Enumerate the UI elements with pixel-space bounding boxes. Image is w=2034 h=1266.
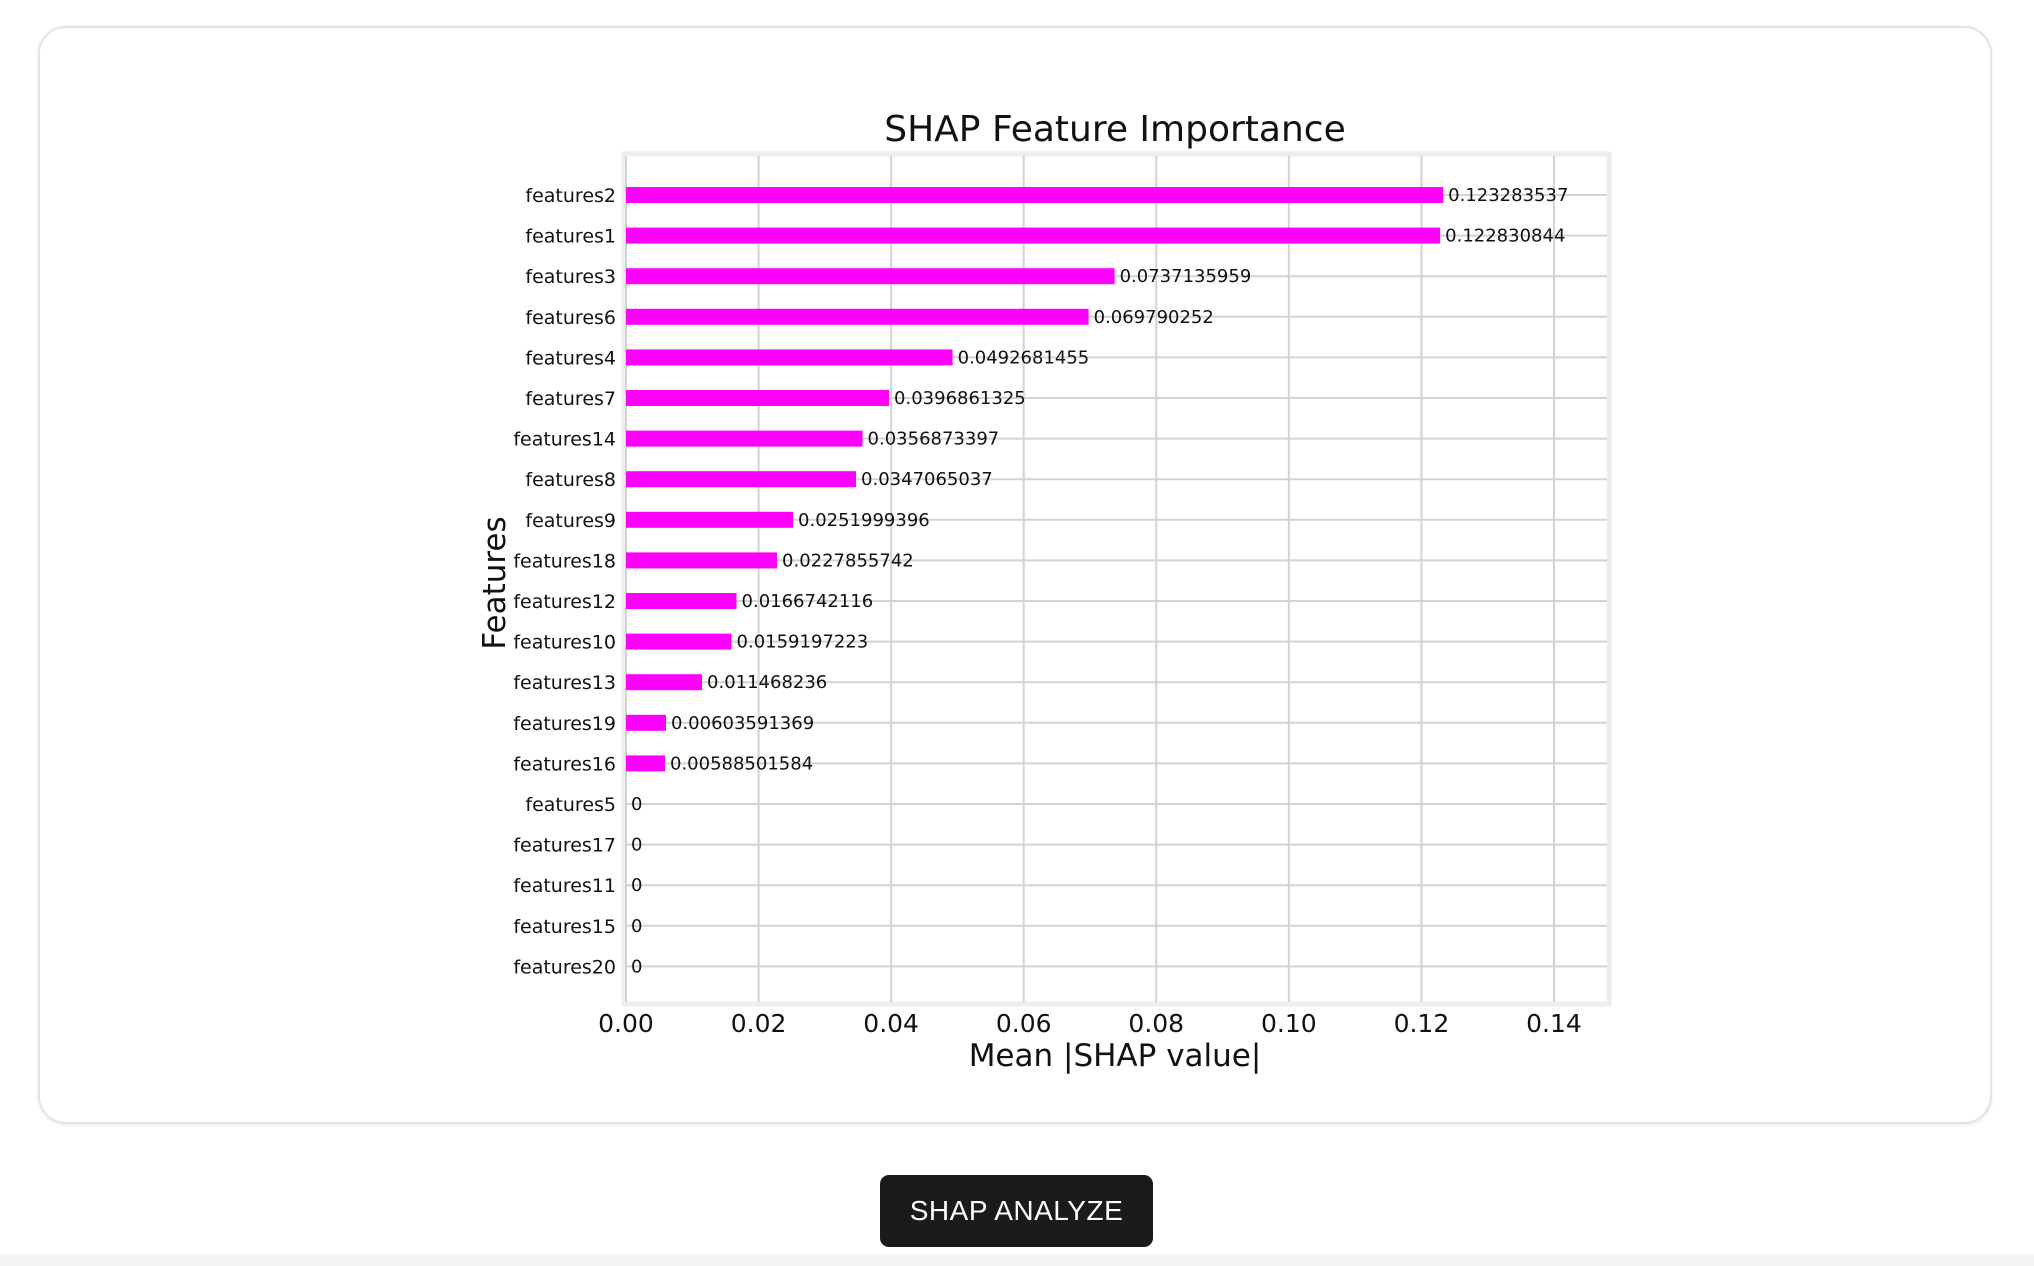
shap-analyze-button[interactable]: SHAP ANALYZE (880, 1175, 1153, 1247)
bar-features16 (626, 755, 666, 772)
category-label: features9 (525, 510, 616, 532)
bar-features4 (626, 349, 953, 366)
value-label: 0 (631, 916, 642, 937)
bar-features6 (626, 308, 1089, 325)
category-label: features10 (513, 632, 616, 654)
value-label: 0.123283537 (1448, 185, 1568, 206)
value-label: 0.0166742116 (742, 591, 874, 612)
chart-title: SHAP Feature Importance (884, 109, 1345, 150)
bar-features10 (626, 633, 732, 650)
plot-area (621, 151, 1612, 1007)
category-label: features16 (513, 753, 616, 775)
value-label: 0.0356873397 (868, 429, 1000, 450)
category-label: features18 (513, 550, 616, 572)
bar-features1 (626, 227, 1441, 244)
x-tick-label: 0.02 (731, 1009, 787, 1038)
y-axis-label: Features (477, 516, 513, 649)
category-label: features15 (513, 916, 616, 938)
value-label: 0.0227855742 (782, 550, 914, 571)
x-tick-label: 0.08 (1128, 1009, 1184, 1038)
bar-features7 (626, 390, 890, 406)
bar-features13 (626, 674, 703, 691)
value-label: 0.122830844 (1445, 226, 1565, 247)
category-label: features19 (513, 713, 616, 735)
bar-features19 (626, 714, 667, 731)
bar-features2 (626, 187, 1444, 203)
x-tick-label: 0.10 (1261, 1009, 1317, 1038)
x-tick-label: 0.00 (598, 1009, 654, 1038)
category-label: features5 (525, 794, 616, 816)
value-label: 0.0251999396 (798, 510, 930, 531)
bottom-band (0, 1254, 2034, 1266)
value-label: 0.0347065037 (861, 469, 993, 490)
category-label: features7 (525, 388, 616, 410)
bars (626, 187, 1444, 772)
value-label: 0 (631, 875, 642, 896)
value-label: 0.0737135959 (1120, 266, 1252, 287)
x-tick-label: 0.04 (863, 1009, 919, 1038)
value-label: 0.0492681455 (958, 347, 1090, 368)
category-label: features3 (525, 266, 616, 288)
x-axis-label: Mean |SHAP value| (969, 1038, 1262, 1074)
category-label: features11 (513, 875, 616, 897)
category-label: features1 (525, 226, 616, 248)
category-label: features13 (513, 672, 616, 694)
value-label: 0 (631, 956, 642, 977)
bar-features9 (626, 511, 794, 528)
value-label: 0 (631, 794, 642, 815)
category-label: features2 (525, 185, 616, 207)
category-label: features17 (513, 835, 616, 857)
x-tick-label: 0.06 (996, 1009, 1052, 1038)
bar-features18 (626, 552, 778, 569)
chart-card (38, 26, 1992, 1124)
bar-features14 (626, 430, 863, 447)
value-label: 0.069790252 (1094, 307, 1214, 328)
x-tick-labels: 0.00 0.02 0.04 0.06 0.08 0.10 0.12 0.14 (598, 1009, 1582, 1038)
x-tick-label: 0.14 (1526, 1009, 1582, 1038)
category-label: features12 (513, 591, 616, 613)
bar-features8 (626, 471, 857, 488)
value-label: 0 (631, 835, 642, 856)
value-label: 0.00588501584 (670, 753, 813, 774)
value-labels: 0.123283537 0.122830844 0.0737135959 0.0697… (631, 185, 1568, 977)
category-labels: features2 features1 features3 features6 feat… (513, 185, 616, 978)
bar-features12 (626, 593, 737, 609)
value-label: 0.011468236 (707, 672, 827, 693)
x-tick-label: 0.12 (1394, 1009, 1450, 1038)
value-label: 0.0159197223 (737, 632, 869, 653)
category-label: features20 (513, 956, 616, 978)
value-label: 0.00603591369 (671, 713, 814, 734)
category-label: features6 (525, 307, 616, 329)
category-label: features4 (525, 347, 616, 369)
category-label: features8 (525, 469, 616, 491)
value-label: 0.0396861325 (894, 388, 1026, 409)
bar-features3 (626, 268, 1115, 285)
category-label: features14 (513, 429, 616, 451)
